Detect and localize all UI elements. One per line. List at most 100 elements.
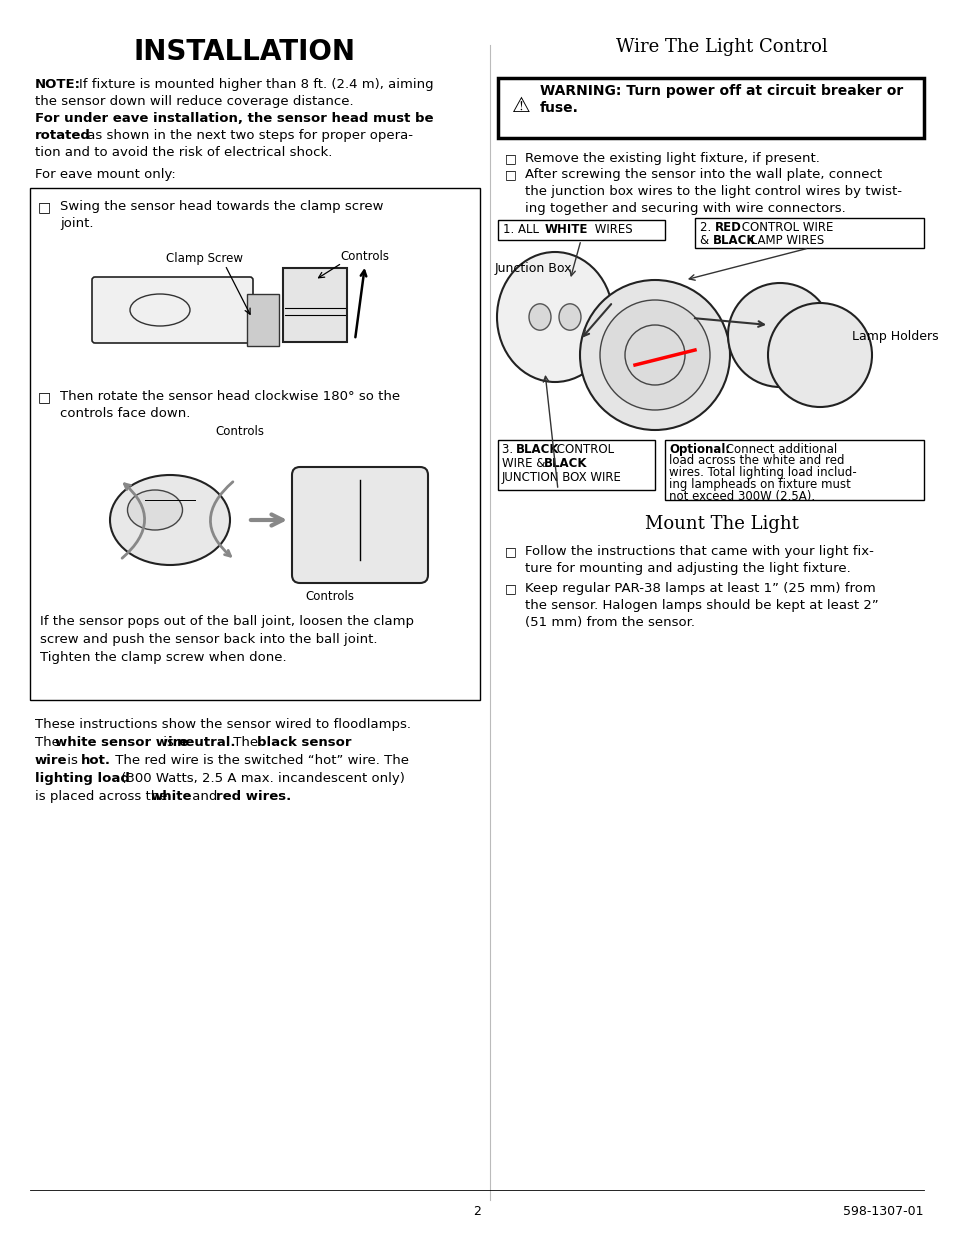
Ellipse shape: [579, 280, 729, 430]
Text: Junction Box: Junction Box: [495, 262, 572, 275]
Ellipse shape: [558, 304, 580, 330]
Text: If fixture is mounted higher than 8 ft. (2.4 m), aiming: If fixture is mounted higher than 8 ft. …: [79, 78, 434, 91]
Ellipse shape: [767, 303, 871, 408]
Ellipse shape: [529, 304, 551, 330]
Text: Lamp Holders: Lamp Holders: [851, 330, 938, 343]
Text: Controls: Controls: [305, 590, 354, 603]
Text: These instructions show the sensor wired to floodlamps.: These instructions show the sensor wired…: [35, 718, 411, 731]
Bar: [497, 440, 655, 490]
FancyBboxPatch shape: [283, 268, 347, 342]
Text: 2.: 2.: [700, 221, 714, 233]
Text: red wires.: red wires.: [215, 790, 291, 803]
Bar: [664, 440, 923, 500]
Text: (51 mm) from the sensor.: (51 mm) from the sensor.: [524, 616, 695, 629]
Text: and: and: [188, 790, 221, 803]
Text: NOTE:: NOTE:: [35, 78, 81, 91]
Text: The red wire is the switched “hot” wire. The: The red wire is the switched “hot” wire.…: [111, 755, 409, 767]
Text: WHITE: WHITE: [544, 224, 588, 236]
Text: hot.: hot.: [81, 755, 111, 767]
Text: Clamp Screw: Clamp Screw: [167, 252, 243, 266]
Text: For under eave installation, the sensor head must be: For under eave installation, the sensor …: [35, 112, 433, 125]
Text: ture for mounting and adjusting the light fixture.: ture for mounting and adjusting the ligh…: [524, 562, 850, 576]
Text: Controls: Controls: [339, 249, 389, 263]
Text: CONTROL: CONTROL: [553, 443, 614, 456]
Text: BLACK: BLACK: [712, 233, 756, 247]
Text: neutral.: neutral.: [177, 736, 236, 748]
Text: CONTROL WIRE: CONTROL WIRE: [738, 221, 833, 233]
Text: □: □: [504, 168, 517, 182]
Text: screw and push the sensor back into the ball joint.: screw and push the sensor back into the …: [40, 634, 377, 646]
Text: wires. Total lighting load includ-: wires. Total lighting load includ-: [668, 466, 856, 479]
Text: Keep regular PAR-38 lamps at least 1” (25 mm) from: Keep regular PAR-38 lamps at least 1” (2…: [524, 582, 875, 595]
Text: ⚠: ⚠: [512, 96, 530, 116]
Text: 3.: 3.: [501, 443, 517, 456]
Text: The: The: [229, 736, 262, 748]
Text: the sensor. Halogen lamps should be kept at least 2”: the sensor. Halogen lamps should be kept…: [524, 599, 878, 613]
Ellipse shape: [727, 283, 831, 387]
Text: Tighten the clamp screw when done.: Tighten the clamp screw when done.: [40, 651, 286, 664]
Text: Mount The Light: Mount The Light: [644, 515, 798, 534]
Text: fuse.: fuse.: [539, 101, 578, 115]
Text: tion and to avoid the risk of electrical shock.: tion and to avoid the risk of electrical…: [35, 146, 332, 159]
Text: □: □: [504, 545, 517, 558]
Text: ing together and securing with wire connectors.: ing together and securing with wire conn…: [524, 203, 845, 215]
Text: Wire The Light Control: Wire The Light Control: [616, 38, 827, 56]
Text: Optional:: Optional:: [668, 443, 729, 456]
Text: lighting load: lighting load: [35, 772, 130, 785]
Bar: [497, 220, 664, 240]
Text: is: is: [63, 755, 82, 767]
Text: rotated: rotated: [35, 128, 91, 142]
Ellipse shape: [624, 325, 684, 385]
Text: white sensor wire: white sensor wire: [55, 736, 188, 748]
Text: BLACK: BLACK: [516, 443, 558, 456]
Ellipse shape: [497, 252, 613, 382]
Text: After screwing the sensor into the wall plate, connect: After screwing the sensor into the wall …: [524, 168, 882, 182]
Text: For eave mount only:: For eave mount only:: [35, 168, 175, 182]
Text: WIRE &: WIRE &: [501, 457, 549, 471]
Ellipse shape: [110, 475, 230, 564]
Text: □: □: [504, 582, 517, 595]
Ellipse shape: [128, 490, 182, 530]
Text: RED: RED: [714, 221, 741, 233]
Text: as shown in the next two steps for proper opera-: as shown in the next two steps for prope…: [83, 128, 413, 142]
Text: not exceed 300W (2.5A).: not exceed 300W (2.5A).: [668, 490, 814, 503]
Text: 598-1307-01: 598-1307-01: [842, 1205, 923, 1218]
Text: □: □: [38, 200, 51, 214]
Text: is placed across the: is placed across the: [35, 790, 172, 803]
Text: load across the white and red: load across the white and red: [668, 454, 843, 467]
Text: white: white: [151, 790, 193, 803]
Text: 2: 2: [473, 1205, 480, 1218]
Text: Remove the existing light fixture, if present.: Remove the existing light fixture, if pr…: [524, 152, 819, 165]
FancyBboxPatch shape: [247, 294, 278, 346]
Text: Follow the instructions that came with your light fix-: Follow the instructions that came with y…: [524, 545, 873, 558]
Ellipse shape: [130, 294, 190, 326]
Text: the sensor down will reduce coverage distance.: the sensor down will reduce coverage dis…: [35, 95, 354, 107]
Ellipse shape: [599, 300, 709, 410]
Text: 1. ALL: 1. ALL: [502, 224, 542, 236]
Text: □: □: [38, 390, 51, 404]
FancyBboxPatch shape: [292, 467, 428, 583]
Text: ing lampheads on fixture must: ing lampheads on fixture must: [668, 478, 850, 492]
Text: WIRES: WIRES: [590, 224, 632, 236]
FancyBboxPatch shape: [91, 277, 253, 343]
Text: Swing the sensor head towards the clamp screw: Swing the sensor head towards the clamp …: [60, 200, 383, 212]
Text: LAMP WIRES: LAMP WIRES: [746, 233, 823, 247]
Text: If the sensor pops out of the ball joint, loosen the clamp: If the sensor pops out of the ball joint…: [40, 615, 414, 629]
Text: black sensor: black sensor: [256, 736, 351, 748]
Text: wire: wire: [35, 755, 68, 767]
Text: Then rotate the sensor head clockwise 180° so the: Then rotate the sensor head clockwise 18…: [60, 390, 399, 403]
Text: is: is: [159, 736, 178, 748]
Bar: [30, 188, 479, 700]
Text: Controls: Controls: [214, 425, 264, 438]
Text: &: &: [700, 233, 712, 247]
Bar: [695, 219, 923, 248]
Text: (300 Watts, 2.5 A max. incandescent only): (300 Watts, 2.5 A max. incandescent only…: [117, 772, 404, 785]
Text: JUNCTION BOX WIRE: JUNCTION BOX WIRE: [501, 471, 621, 484]
Bar: [497, 78, 923, 138]
Text: BLACK: BLACK: [543, 457, 587, 471]
Text: The: The: [35, 736, 64, 748]
Text: WARNING: Turn power off at circuit breaker or: WARNING: Turn power off at circuit break…: [539, 84, 902, 98]
Text: Connect additional: Connect additional: [721, 443, 837, 456]
Text: INSTALLATION: INSTALLATION: [133, 38, 355, 65]
Text: the junction box wires to the light control wires by twist-: the junction box wires to the light cont…: [524, 185, 901, 198]
